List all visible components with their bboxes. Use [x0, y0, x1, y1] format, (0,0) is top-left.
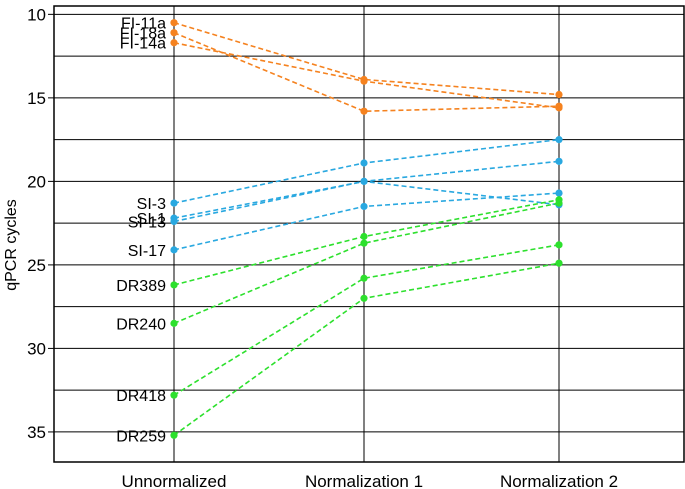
series-line-DR418 — [173, 244, 560, 396]
series-line-FI-18a — [173, 31, 560, 113]
x-tick-label: Normalization 2 — [500, 472, 618, 489]
series-label-SI-3: SI-3 — [137, 196, 166, 213]
y-tick-label: 20 — [27, 172, 46, 191]
data-point-FI-14a — [555, 104, 563, 112]
series-label-SI-13: SI-13 — [128, 214, 166, 231]
data-point-DR240 — [170, 319, 178, 327]
series-points — [170, 19, 563, 439]
data-point-SI-3 — [170, 199, 178, 207]
series-label-FI-14a: FI-14a — [120, 36, 166, 53]
data-point-FI-14a — [170, 39, 178, 47]
x-tick-labels: Unnormalized Normalization 1 Normalization… — [122, 472, 619, 489]
series-line-FI-11a — [173, 21, 560, 96]
y-tick-label: 25 — [27, 256, 46, 275]
y-tick-labels: 10 15 20 25 30 35 — [27, 5, 54, 442]
series-line-DR240 — [173, 202, 560, 325]
series-label-SI-1: SI-1 — [137, 211, 166, 228]
x-tick-label: Normalization 1 — [305, 472, 423, 489]
series-label-FI-11a: FI-11a — [121, 16, 166, 33]
data-point-DR418 — [555, 241, 563, 249]
data-point-FI-11a — [555, 90, 563, 99]
data-point-DR240 — [555, 199, 563, 207]
data-point-DR418 — [170, 391, 178, 399]
data-point-SI-13 — [170, 217, 178, 226]
series-label-DR418: DR418 — [116, 388, 166, 405]
series-label-DR259: DR259 — [116, 428, 166, 445]
data-point-SI-3 — [555, 136, 563, 144]
data-point-DR389 — [360, 232, 368, 241]
data-point-SI-17 — [360, 202, 368, 211]
y-tick-label: 30 — [27, 339, 46, 358]
series-label-DR389: DR389 — [116, 278, 166, 295]
series-line-SI-3 — [173, 138, 560, 204]
data-point-DR240 — [360, 239, 368, 247]
data-point-DR259 — [170, 431, 178, 439]
data-point-DR389 — [170, 281, 178, 289]
y-tick-label: 10 — [27, 5, 46, 24]
data-point-DR259 — [360, 294, 368, 302]
data-point-DR418 — [360, 274, 368, 282]
data-point-FI-14a — [360, 77, 368, 85]
data-point-SI-3 — [360, 159, 368, 167]
data-point-SI-17 — [555, 189, 563, 197]
plot-frame — [53, 5, 685, 463]
data-point-SI-1 — [555, 157, 563, 165]
series-label-SI-17: SI-17 — [128, 243, 166, 260]
data-point-FI-11a — [170, 19, 178, 27]
data-point-FI-18a — [360, 107, 368, 115]
y-axis-title: qPCR cycles — [3, 199, 20, 291]
x-tick-label: Unnormalized — [122, 472, 227, 489]
series-label-DR240: DR240 — [116, 316, 166, 333]
data-point-FI-18a — [170, 29, 178, 37]
series-lines — [173, 21, 560, 436]
y-tick-label: 35 — [27, 423, 46, 442]
series-label-FI-18a: FI-18a — [120, 26, 166, 43]
y-tick-label: 15 — [27, 89, 46, 108]
data-point-DR259 — [555, 259, 563, 267]
series-line-DR259 — [173, 262, 560, 436]
data-point-SI-17 — [170, 246, 178, 254]
data-point-SI-13 — [360, 177, 368, 185]
